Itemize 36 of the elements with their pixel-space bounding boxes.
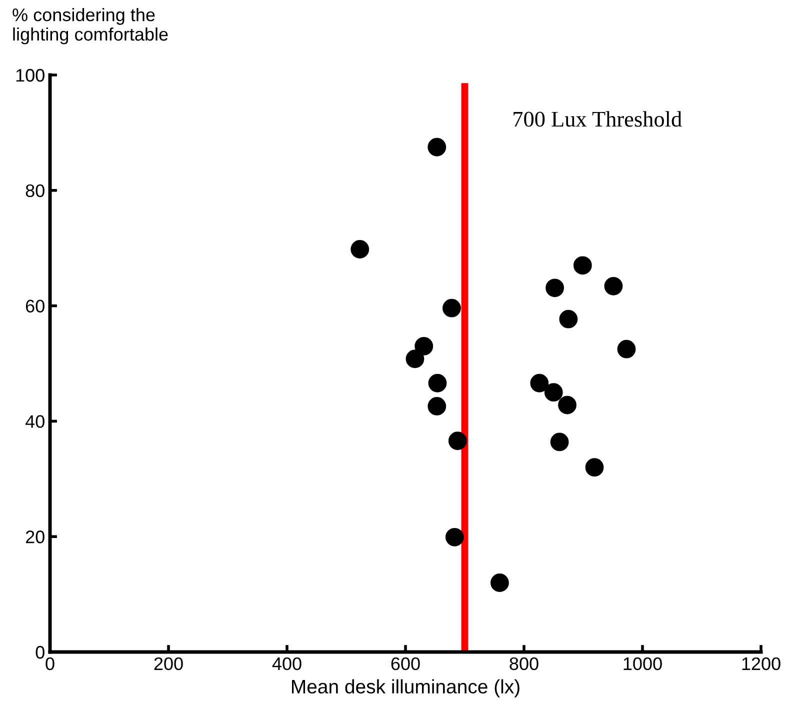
point [445,528,464,546]
point [550,432,569,452]
point [428,138,446,156]
x-tick-label: 400 [272,657,302,670]
y-tick-label: 60 [26,300,44,313]
y-tick-label: 100 [16,68,44,82]
point [490,574,509,592]
y-axis-title: % considering the lighting comfortable [12,8,168,44]
point [546,278,564,298]
y-tick-label: 40 [25,415,44,428]
point [558,396,576,414]
point [428,397,446,416]
x-tick-label: 600 [391,657,420,670]
y-tick-label: 0 [36,646,44,659]
x-tick-label: 1000 [624,657,662,670]
y-tick-label: 80 [26,184,44,198]
point [530,374,549,392]
point [604,276,623,296]
x-axis-title: Mean desk illuminance (lx) [292,679,520,698]
point [617,340,636,358]
x-tick-label: 1200 [742,657,780,670]
point [448,432,467,450]
point [573,256,592,275]
point [442,298,461,318]
point [585,458,604,477]
point [544,383,563,402]
point [428,374,447,392]
x-tick-label: 800 [510,657,538,670]
point [559,310,578,328]
x-tick-label: 0 [46,657,54,670]
point [414,336,434,356]
point [350,240,370,258]
point [406,350,424,368]
ref-line-label: 700 Lux Threshold [514,111,682,127]
y-tick-label: 20 [26,530,44,544]
x-tick-label: 200 [154,657,183,670]
